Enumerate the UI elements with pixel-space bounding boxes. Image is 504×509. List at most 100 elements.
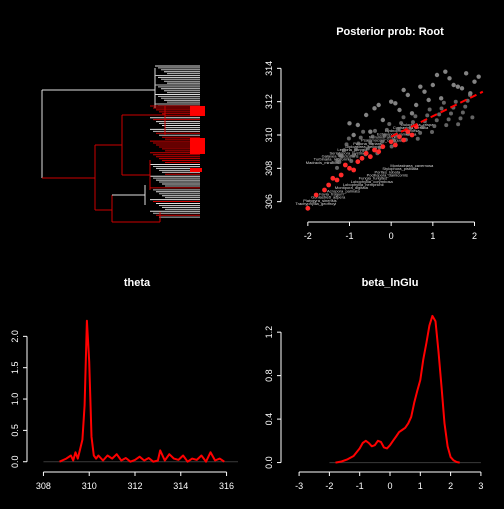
scatter-point-grey	[397, 107, 402, 113]
scatter-point-grey	[470, 115, 475, 120]
scatter-point-grey	[405, 92, 411, 98]
scatter-point-grey	[335, 165, 339, 170]
scatter-point-grey	[389, 144, 394, 149]
regression-line	[390, 90, 484, 138]
scatter-point-grey	[376, 102, 381, 108]
scatter-point-label: Lobophyllia_corymbosa	[351, 179, 394, 184]
scatter-point-grey	[358, 135, 363, 140]
theta-marks	[43, 319, 238, 463]
scatter-point-label: Stylophora_pistillata	[382, 166, 419, 171]
scatter-point-grey	[401, 87, 406, 93]
y-tick-label: 2.0	[10, 330, 20, 343]
scatter-point-grey	[415, 136, 420, 141]
scatter-point-red	[305, 205, 311, 211]
scatter-point-grey	[455, 84, 461, 89]
y-tick-label: 306	[264, 194, 274, 209]
scatter-point-red	[376, 149, 382, 155]
x-tick-label: 0	[389, 231, 394, 241]
scatter-point-grey	[468, 92, 472, 97]
theta-title: theta	[124, 277, 151, 289]
y-tick-label: 308	[264, 161, 274, 176]
x-tick-label: 316	[219, 481, 234, 491]
y-tick-label: 0.5	[10, 424, 20, 437]
scatter-point-label: Oulophyllia_crispa	[401, 122, 434, 127]
scatter-point-grey	[351, 153, 356, 158]
scatter-point-grey	[437, 112, 442, 117]
scatter-point-grey	[337, 153, 342, 158]
scatter-point-grey	[432, 124, 437, 129]
scatter-point-label: Diploastrea_heliopora	[345, 144, 385, 149]
scatter-point-grey	[368, 129, 373, 134]
y-tick-label: 0.0	[10, 455, 20, 468]
x-tick-label: 3	[478, 481, 483, 491]
scatter-point-red	[355, 159, 361, 165]
scatter-point-grey	[460, 110, 465, 115]
scatter-point-grey	[380, 117, 386, 123]
y-tick-label: 1.0	[10, 393, 20, 406]
scatter-point-red	[342, 162, 348, 168]
scatter-point-label: Fungia_fungites	[359, 176, 387, 181]
scatter-point-red	[363, 150, 369, 156]
scatter-point-red	[359, 155, 365, 161]
scatter-point-grey	[363, 112, 369, 118]
scatter-point-label: Montipora_digitata	[335, 185, 369, 190]
x-tick-label: -1	[356, 481, 364, 491]
scatter-point-label: Favia_fragum	[319, 192, 344, 197]
scatter-point-red	[313, 192, 319, 198]
scatter-point-label: Leptoria_phrygia	[337, 147, 368, 152]
scatter-point-grey	[373, 128, 377, 133]
x-tick-label: -3	[295, 481, 303, 491]
scatter-point-label: Madracis_mirabilis	[306, 160, 339, 165]
scatter-point-grey	[427, 107, 432, 112]
scatter-point-grey	[430, 129, 434, 134]
scatter-point-grey	[451, 82, 456, 88]
scatter-point-grey	[368, 140, 373, 145]
scatter-point-label: Platygyra_sinensis	[303, 198, 336, 203]
scatter-point-red	[367, 154, 373, 160]
scatter-point-grey	[463, 104, 468, 109]
scatter-point-grey	[346, 136, 351, 141]
scatter-point-grey	[372, 106, 377, 111]
x-tick-label: 310	[82, 481, 97, 491]
scatter-point-grey	[453, 99, 458, 104]
x-tick-label: -1	[345, 231, 353, 241]
scatter-point-grey	[344, 142, 349, 147]
y-tick-label: 1.2	[264, 326, 274, 339]
scatter-point-grey	[411, 120, 415, 125]
scatter-point-grey	[393, 101, 398, 106]
scatter-point-red	[405, 129, 411, 135]
scatter-point-grey	[438, 96, 444, 101]
scatter-point-grey	[387, 122, 392, 127]
x-tick-label: 1	[430, 231, 435, 241]
scatter-point-red	[372, 147, 377, 153]
scatter-point-grey	[449, 111, 453, 116]
scatter-point-grey	[335, 159, 340, 164]
tree-tip-block	[190, 168, 202, 172]
scatter-point-red	[347, 165, 352, 171]
x-tick-label: 312	[127, 481, 142, 491]
scatter-point-red	[351, 167, 357, 173]
scatter-point-grey	[443, 69, 448, 74]
scatter-point-grey	[354, 147, 358, 152]
scatter-point-grey	[420, 125, 425, 130]
scatter-point-grey	[418, 84, 423, 89]
scatter-point-label: Seriatopora_hystrix	[330, 150, 364, 155]
beta-density-line	[335, 314, 460, 464]
x-tick-label: 2	[448, 481, 453, 491]
scatter-panel: Posterior prob: Root -2 -1 0 1 2 306 308 310 312…	[264, 26, 484, 241]
y-tick-label: 310	[264, 127, 274, 142]
theta-panel: theta 308 310 312 314 316 0.0 0.5 1.0 1.5 2.0	[10, 277, 238, 491]
scatter-point-red	[380, 144, 386, 150]
theta-axes: 308 310 312 314 316 0.0 0.5 1.0 1.5 2.0	[10, 330, 234, 491]
scatter-point-grey	[365, 146, 370, 151]
y-tick-label: 0.4	[264, 413, 274, 426]
scatter-point-grey	[459, 86, 465, 91]
scatter-point-grey	[399, 121, 404, 126]
x-tick-label: -2	[325, 481, 333, 491]
scatter-point-label: Lobophyllia_hemprichii	[343, 182, 384, 187]
scatter-point-grey	[413, 114, 418, 119]
scatter-point-grey	[413, 102, 419, 108]
scatter-axes: -2 -1 0 1 2 306 308 310 312 314	[264, 61, 477, 241]
scatter-point-grey	[382, 133, 387, 138]
